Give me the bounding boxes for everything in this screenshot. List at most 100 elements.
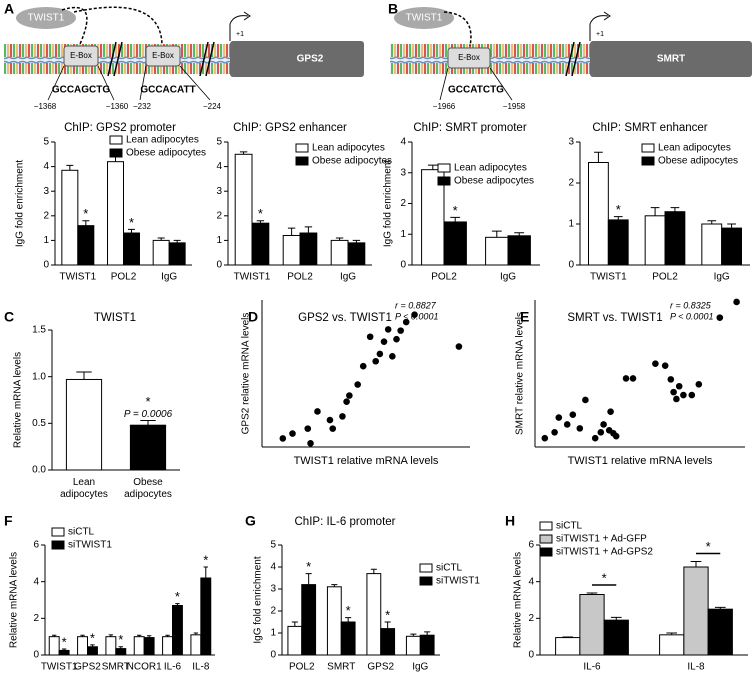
error-bar bbox=[335, 237, 344, 241]
legend-label: siCTL bbox=[436, 563, 463, 574]
legend-label: Obese adipocytes bbox=[126, 148, 206, 159]
error-bar bbox=[352, 239, 361, 243]
y-axis-label: Relative mRNA levels bbox=[9, 552, 20, 648]
error-bar bbox=[427, 164, 438, 170]
x-tick-label: IgG bbox=[500, 272, 516, 283]
site-lines bbox=[439, 67, 513, 101]
x-tick-label: POL2 bbox=[287, 272, 313, 283]
bar bbox=[133, 636, 145, 656]
point bbox=[607, 408, 614, 416]
y-tick-label: 1.5 bbox=[32, 325, 46, 336]
tss-arrow bbox=[603, 11, 611, 21]
bar bbox=[301, 584, 317, 656]
x-tick-label: IgG bbox=[340, 272, 356, 283]
point bbox=[314, 408, 321, 415]
bar bbox=[683, 566, 709, 656]
gene-label: GPS2 bbox=[297, 54, 324, 65]
point bbox=[629, 375, 637, 382]
bar bbox=[366, 573, 382, 656]
x-tick-label: IL-6 bbox=[164, 662, 182, 673]
legend-label: Obese adipocytes bbox=[658, 156, 738, 167]
error-bar bbox=[586, 592, 598, 595]
bar bbox=[58, 649, 70, 656]
chart-title: ChIP: SMRT enhancer bbox=[592, 122, 707, 134]
error-bar bbox=[287, 227, 296, 236]
error-bar bbox=[256, 220, 265, 224]
annotation: * bbox=[453, 203, 458, 218]
error-bar bbox=[137, 634, 142, 637]
y-tick-label: 0 bbox=[528, 650, 534, 661]
error-bar bbox=[690, 561, 702, 567]
point bbox=[563, 421, 571, 428]
bar bbox=[87, 646, 98, 656]
bar bbox=[200, 577, 212, 656]
legend-swatch bbox=[419, 563, 433, 573]
point bbox=[670, 388, 677, 396]
bar bbox=[152, 239, 170, 266]
error-bar bbox=[650, 207, 660, 216]
error-bar bbox=[370, 568, 377, 574]
bar bbox=[330, 239, 349, 266]
bar bbox=[65, 378, 103, 471]
y-tick-label: 1 bbox=[568, 219, 574, 230]
y-tick-label: 2 bbox=[43, 210, 49, 221]
y-tick-label: 2 bbox=[33, 613, 39, 624]
protein-label: TWIST1 bbox=[406, 13, 443, 24]
point bbox=[380, 338, 388, 345]
error-bar bbox=[82, 220, 90, 226]
point bbox=[389, 353, 396, 360]
annotation: * bbox=[62, 634, 67, 649]
x-tick-label: TWIST1 bbox=[590, 272, 627, 283]
panel-letter: F bbox=[4, 513, 13, 529]
x-tick-label: SMRT bbox=[102, 662, 130, 673]
annotation: P < 0.0001 bbox=[670, 311, 713, 321]
bar bbox=[507, 235, 531, 266]
x-tick-label: POL2 bbox=[111, 272, 137, 283]
annotation: * bbox=[145, 394, 150, 409]
protein-label: TWIST1 bbox=[28, 13, 65, 24]
bar bbox=[282, 234, 301, 266]
legend-swatch bbox=[295, 143, 309, 153]
bar bbox=[326, 586, 342, 656]
arrow bbox=[443, 11, 472, 47]
x-tick-label: Obese adipocytes bbox=[124, 477, 172, 500]
chart-title: ChIP: SMRT promoter bbox=[413, 122, 527, 134]
bar bbox=[129, 424, 167, 471]
point bbox=[582, 396, 589, 404]
legend-swatch bbox=[419, 576, 433, 586]
legend-swatch bbox=[437, 163, 451, 173]
legend-label: siTWIST1 + Ad-GFP bbox=[556, 534, 647, 545]
y-tick-label: 0 bbox=[400, 260, 406, 271]
y-tick-label: 3 bbox=[43, 186, 49, 197]
legend-swatch bbox=[109, 148, 123, 158]
error-bar bbox=[714, 606, 726, 610]
point bbox=[402, 318, 410, 326]
annotation: * bbox=[616, 202, 621, 217]
annotation: * bbox=[346, 603, 351, 618]
y-tick-label: 0 bbox=[43, 260, 49, 271]
error-bar bbox=[613, 216, 623, 220]
bar bbox=[555, 637, 581, 656]
point bbox=[675, 382, 683, 390]
bar bbox=[48, 636, 60, 656]
tss: +1 bbox=[596, 31, 604, 38]
bar bbox=[105, 636, 117, 656]
legend-label: siCTL bbox=[68, 527, 95, 538]
bar bbox=[405, 635, 421, 656]
y-tick-label: 1.0 bbox=[32, 371, 46, 382]
y-tick-label: 2 bbox=[216, 210, 222, 221]
bar bbox=[61, 169, 79, 266]
error-bar bbox=[562, 636, 574, 638]
tss-arrow bbox=[589, 15, 609, 41]
x-tick-label: GPS2 bbox=[74, 662, 101, 673]
y-tick-label: 0.0 bbox=[32, 465, 46, 476]
point bbox=[354, 381, 361, 388]
y-tick-label: 2 bbox=[400, 198, 406, 209]
point bbox=[576, 425, 584, 432]
error-bar bbox=[514, 232, 525, 236]
bar bbox=[340, 621, 356, 656]
bar bbox=[234, 153, 253, 266]
error-bar bbox=[66, 164, 74, 171]
point bbox=[304, 425, 312, 432]
error-bar bbox=[76, 371, 92, 380]
